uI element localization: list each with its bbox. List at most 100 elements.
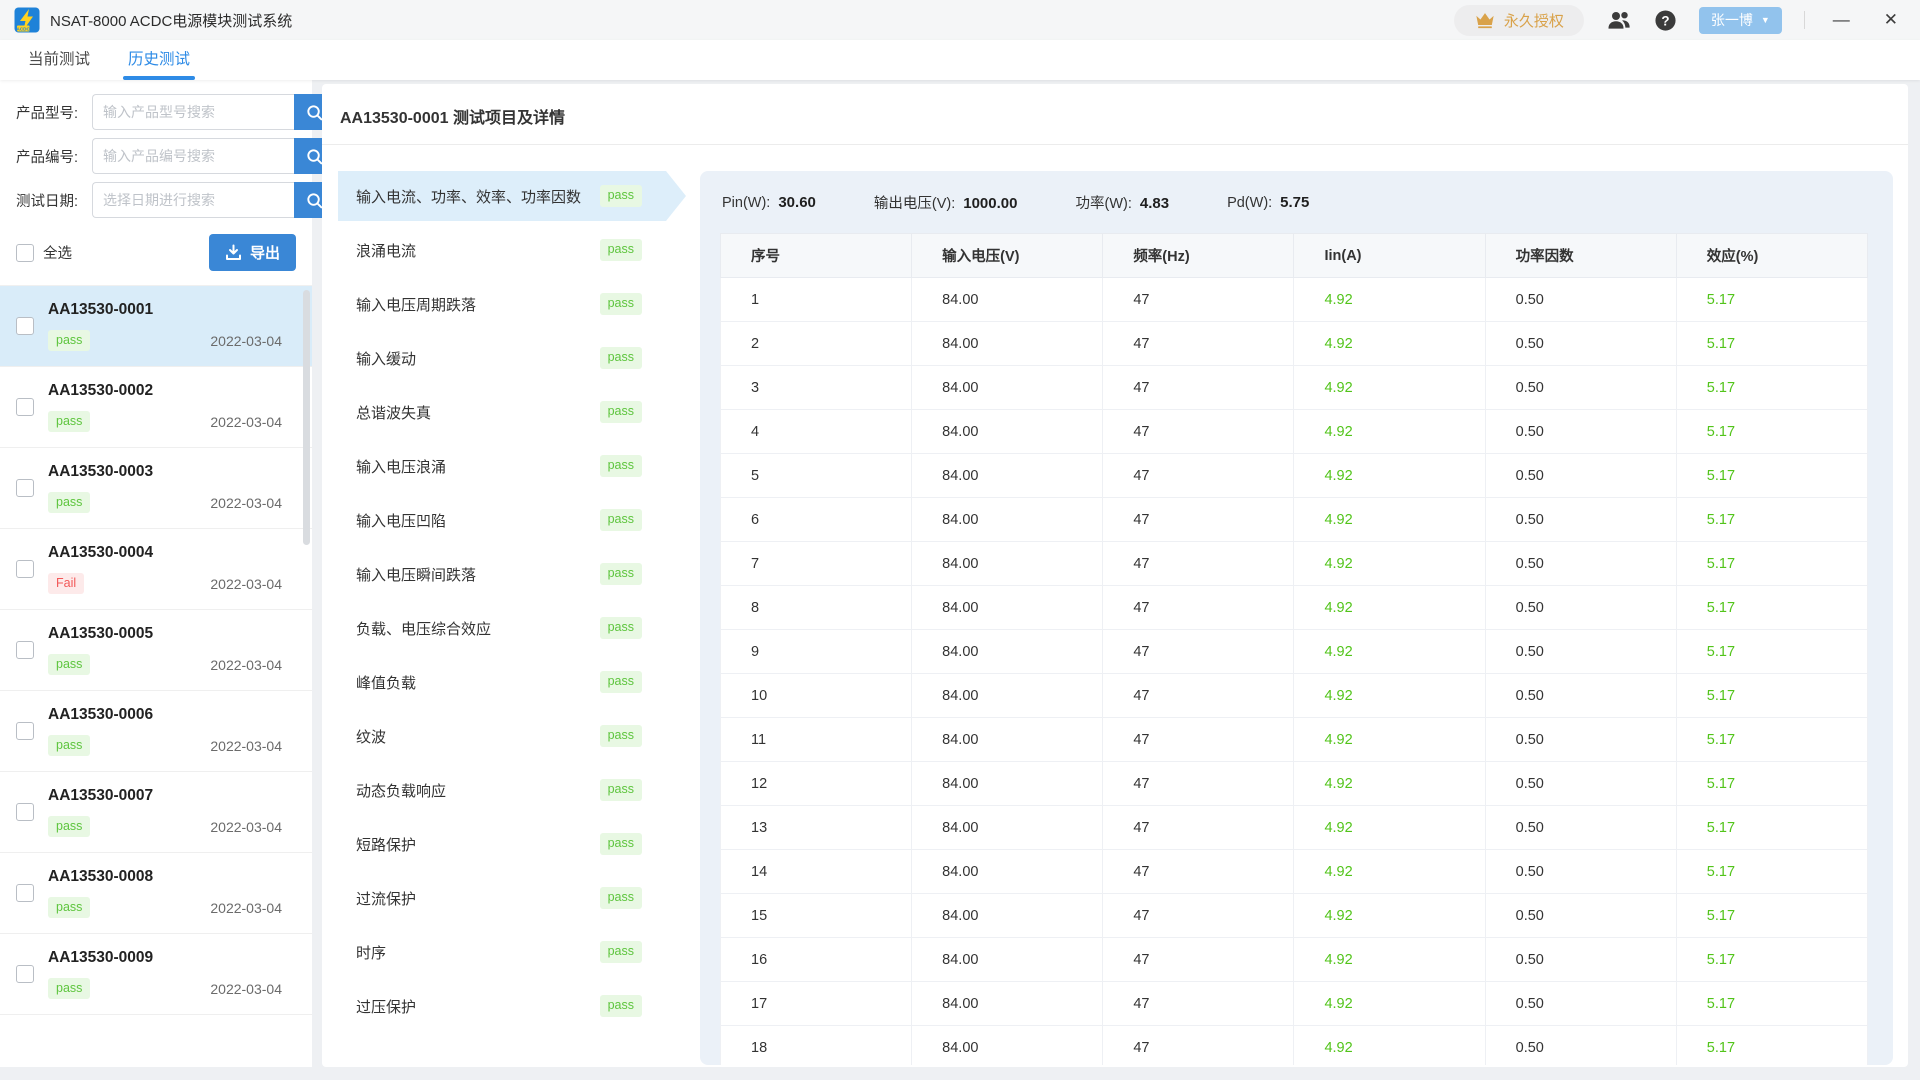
product-checkbox[interactable] — [16, 722, 34, 740]
product-list-item[interactable]: AA13530-0006 pass 2022-03-04 — [0, 691, 312, 772]
test-item[interactable]: 动态负载响应 pass — [338, 765, 668, 815]
product-checkbox[interactable] — [16, 560, 34, 578]
test-item[interactable]: 纹波 pass — [338, 711, 668, 761]
test-item[interactable]: 负载、电压综合效应 pass — [338, 603, 668, 653]
test-item-name: 过压保护 — [356, 998, 417, 1016]
table-cell: 0.50 — [1484, 673, 1677, 718]
help-icon[interactable]: ? — [1654, 9, 1677, 32]
product-list-item[interactable]: AA13530-0007 pass 2022-03-04 — [0, 772, 312, 853]
test-date: 2022-03-04 — [210, 656, 282, 673]
test-item[interactable]: 输入电压周期跌落 pass — [338, 279, 668, 329]
svg-text:?: ? — [1661, 13, 1669, 28]
status-badge: pass — [48, 977, 91, 1000]
test-item[interactable]: 时序 pass — [338, 927, 668, 977]
product-id: AA13530-0001 — [48, 300, 154, 318]
table-cell: 14 — [720, 849, 913, 894]
filter-input[interactable] — [92, 138, 294, 174]
product-checkbox[interactable] — [16, 641, 34, 659]
table-cell: 47 — [1102, 453, 1295, 498]
table-cell: 47 — [1102, 585, 1295, 630]
product-list-item[interactable]: AA13530-0005 pass 2022-03-04 — [0, 610, 312, 691]
user-menu[interactable]: 张一博 ▼ — [1698, 6, 1782, 34]
tab-history-test[interactable]: 历史测试 — [123, 40, 196, 80]
select-all-checkbox[interactable] — [16, 243, 34, 262]
test-status-badge: pass — [599, 617, 642, 639]
sidebar: 产品型号: 产品编号: — [0, 80, 334, 1067]
select-all-label: 全选 — [43, 246, 72, 262]
status-badge: pass — [48, 329, 91, 352]
status-badge: pass — [48, 410, 91, 433]
test-item[interactable]: 输入电压瞬间跌落 pass — [338, 549, 668, 599]
summary-item: 功率(W): 4.83 — [1075, 192, 1169, 213]
chevron-down-icon: ▼ — [1760, 15, 1770, 25]
table-cell: 0.50 — [1484, 717, 1677, 762]
export-label: 导出 — [249, 245, 280, 262]
test-item[interactable]: 浪涌电流 pass — [338, 225, 668, 275]
test-status-badge: pass — [599, 995, 642, 1017]
test-item[interactable]: 峰值负载 pass — [338, 657, 668, 707]
test-status-badge: pass — [599, 725, 642, 747]
product-checkbox[interactable] — [16, 884, 34, 902]
filter-row: 产品编号: — [16, 138, 334, 174]
table-cell: 0.50 — [1484, 365, 1677, 410]
product-checkbox[interactable] — [16, 803, 34, 821]
users-icon[interactable] — [1606, 9, 1632, 31]
summary-label: Pd(W): — [1227, 194, 1273, 211]
test-item[interactable]: 输入电压浪涌 pass — [338, 441, 668, 491]
product-checkbox[interactable] — [16, 398, 34, 416]
table-cell: 9 — [720, 629, 913, 674]
product-list-item[interactable]: AA13530-0001 pass 2022-03-04 — [0, 286, 312, 367]
table-cell: 47 — [1102, 409, 1295, 454]
table-cell: 4.92 — [1293, 761, 1486, 806]
detail-title: AA13530-0001 测试项目及详情 — [322, 84, 1908, 145]
minimize-button[interactable]: — — [1832, 10, 1850, 29]
filter-input[interactable] — [92, 94, 294, 130]
test-item[interactable]: 输入电流、功率、效率、功率因数 pass — [338, 171, 686, 221]
table-cell: 5.17 — [1675, 541, 1868, 586]
select-all-row[interactable]: 全选 — [16, 242, 72, 263]
product-list-item[interactable]: AA13530-0003 pass 2022-03-04 — [0, 448, 312, 529]
test-item[interactable]: 输入电压凹陷 pass — [338, 495, 668, 545]
status-badge: pass — [48, 653, 91, 676]
product-list-item[interactable]: AA13530-0004 Fail 2022-03-04 — [0, 529, 312, 610]
test-item[interactable]: 短路保护 pass — [338, 819, 668, 869]
close-button[interactable]: ✕ — [1883, 10, 1898, 29]
test-item[interactable]: 过压保护 pass — [338, 981, 668, 1031]
table-row: 12 84.00 47 4.92 0.50 5.17 — [720, 761, 1868, 806]
table-cell: 5.17 — [1675, 585, 1868, 630]
test-item-name: 输入电压瞬间跌落 — [356, 566, 477, 584]
test-item-name: 输入电压浪涌 — [356, 458, 447, 476]
summary-value: 30.60 — [778, 193, 816, 211]
tab-current-test[interactable]: 当前测试 — [28, 40, 90, 80]
table-cell: 0.50 — [1484, 981, 1677, 1026]
product-id: AA13530-0003 — [48, 462, 154, 480]
table-cell: 4 — [720, 409, 913, 454]
table-cell: 10 — [720, 673, 913, 718]
product-list-item[interactable]: AA13530-0008 pass 2022-03-04 — [0, 853, 312, 934]
table-cell: 4.92 — [1293, 937, 1486, 982]
product-checkbox[interactable] — [16, 317, 34, 335]
test-item[interactable]: 总谐波失真 pass — [338, 387, 668, 437]
license-badge[interactable]: 永久授权 — [1453, 4, 1584, 36]
table-cell: 47 — [1102, 629, 1295, 674]
table-cell: 4.92 — [1293, 541, 1486, 586]
table-cell: 47 — [1102, 365, 1295, 410]
export-button[interactable]: 导出 — [208, 234, 296, 271]
product-checkbox[interactable] — [16, 479, 34, 497]
table-cell: 0.50 — [1484, 321, 1677, 366]
table-cell: 0.50 — [1484, 409, 1677, 454]
table-cell: 47 — [1102, 893, 1295, 938]
test-status-badge: pass — [599, 347, 642, 369]
test-item[interactable]: 过流保护 pass — [338, 873, 668, 923]
product-list-item[interactable]: AA13530-0009 pass 2022-03-04 — [0, 934, 312, 1015]
table-cell: 7 — [720, 541, 913, 586]
summary-label: Pin(W): — [722, 194, 771, 211]
test-item[interactable]: 输入缓动 pass — [338, 333, 668, 383]
sidebar-scrollbar[interactable] — [303, 290, 310, 545]
product-list-item[interactable]: AA13530-0002 pass 2022-03-04 — [0, 367, 312, 448]
test-status-badge: pass — [599, 509, 642, 531]
test-status-badge: pass — [599, 941, 642, 963]
product-checkbox[interactable] — [16, 965, 34, 983]
filter-input[interactable] — [92, 182, 294, 218]
detail-panel: AA13530-0001 测试项目及详情 输入电流、功率、效率、功率因数 pas… — [322, 84, 1908, 1067]
